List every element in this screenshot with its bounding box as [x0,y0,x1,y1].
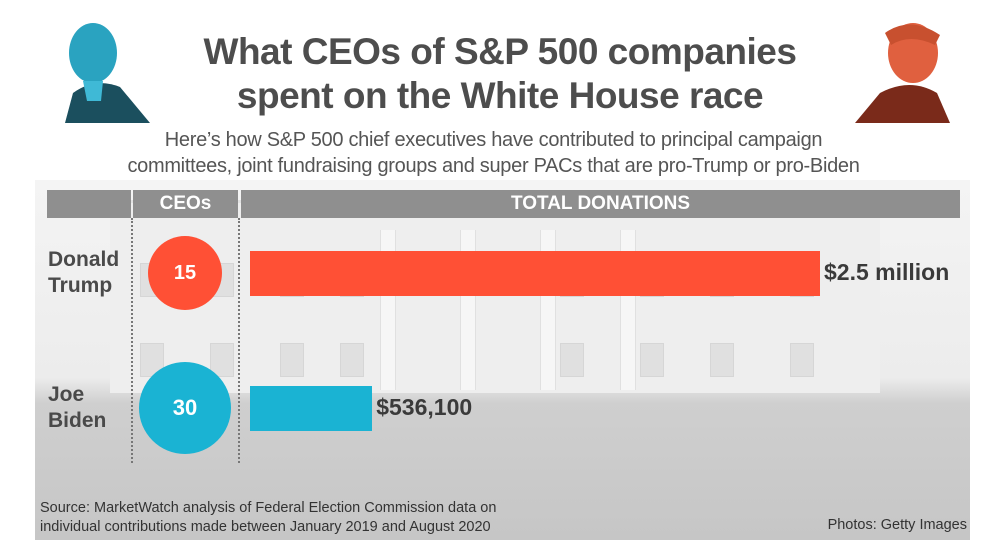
source-note: Source: MarketWatch analysis of Federal … [40,499,496,537]
header-ceos: CEOs [133,190,238,218]
photo-credit: Photos: Getty Images [827,517,967,533]
divider [131,218,133,463]
trump-portrait [855,23,950,123]
subtitle-line: Here’s how S&P 500 chief executives have… [164,129,823,151]
divider [238,218,240,463]
header-donations: TOTAL DONATIONS [241,190,960,218]
candidate-name: Donald Trump [48,247,119,299]
name-line: Biden [48,409,107,432]
header-blank [47,190,131,218]
ceo-count-circle: 15 [148,236,222,310]
name-line: Donald [48,248,120,271]
name-line: Trump [48,274,113,297]
ceo-count-label: 30 [172,395,198,420]
chart-subtitle: Here’s how S&P 500 chief executives have… [40,127,947,179]
ceo-count-circle: 30 [139,362,231,454]
donation-label: $2.5 million [824,259,950,285]
source-line: Source: MarketWatch analysis of Federal … [40,500,497,516]
biden-portrait [65,23,150,123]
subtitle-line: committees, joint fundraising groups and… [127,155,860,177]
name-line: Joe [48,383,85,406]
title-line: What CEOs of S&P 500 companies [203,31,797,72]
ceo-count-label: 15 [173,261,197,284]
title-line: spent on the White House race [236,75,764,116]
source-line: individual contributions made between Ja… [40,519,491,535]
white-house-building [110,200,880,393]
donation-label: $536,100 [376,394,473,420]
chart-title: What CEOs of S&P 500 companies spent on … [120,30,880,118]
donation-bar [250,386,373,431]
donation-bar [250,251,820,296]
candidate-name: Joe Biden [48,382,106,434]
